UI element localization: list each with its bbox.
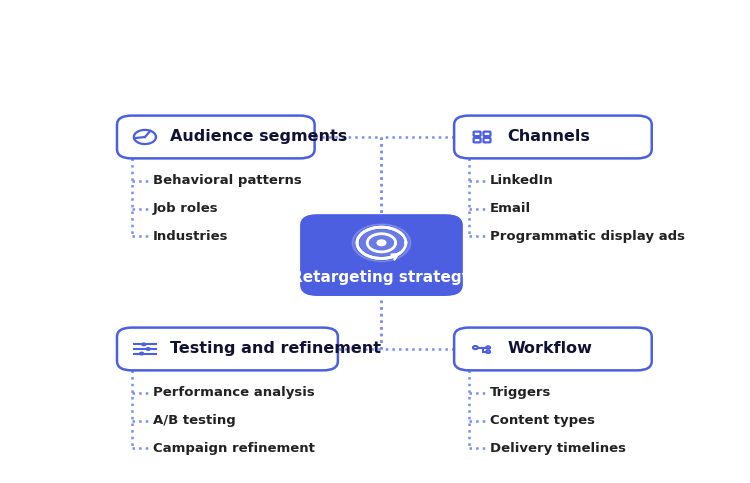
Text: Industries: Industries: [153, 230, 229, 243]
FancyBboxPatch shape: [454, 327, 652, 370]
Text: Campaign refinement: Campaign refinement: [153, 442, 315, 455]
Ellipse shape: [352, 224, 411, 261]
Text: LinkedIn: LinkedIn: [490, 174, 554, 187]
Text: Job roles: Job roles: [153, 202, 219, 215]
Text: Workflow: Workflow: [508, 341, 592, 356]
FancyBboxPatch shape: [454, 115, 652, 158]
Text: Performance analysis: Performance analysis: [153, 386, 315, 399]
FancyBboxPatch shape: [117, 327, 338, 370]
Text: Channels: Channels: [508, 129, 590, 144]
FancyBboxPatch shape: [300, 214, 463, 296]
Circle shape: [146, 348, 150, 350]
Circle shape: [377, 240, 386, 246]
Text: A/B testing: A/B testing: [153, 414, 236, 427]
Text: Audience segments: Audience segments: [170, 129, 348, 144]
Text: Programmatic display ads: Programmatic display ads: [490, 230, 686, 243]
Text: Retargeting strategy: Retargeting strategy: [291, 270, 472, 285]
Text: Testing and refinement: Testing and refinement: [170, 341, 382, 356]
Circle shape: [142, 343, 146, 346]
Text: Behavioral patterns: Behavioral patterns: [153, 174, 302, 187]
Text: Email: Email: [490, 202, 531, 215]
Text: Content types: Content types: [490, 414, 596, 427]
FancyBboxPatch shape: [117, 115, 315, 158]
Text: Triggers: Triggers: [490, 386, 551, 399]
Text: Delivery timelines: Delivery timelines: [490, 442, 626, 455]
Circle shape: [140, 352, 143, 355]
